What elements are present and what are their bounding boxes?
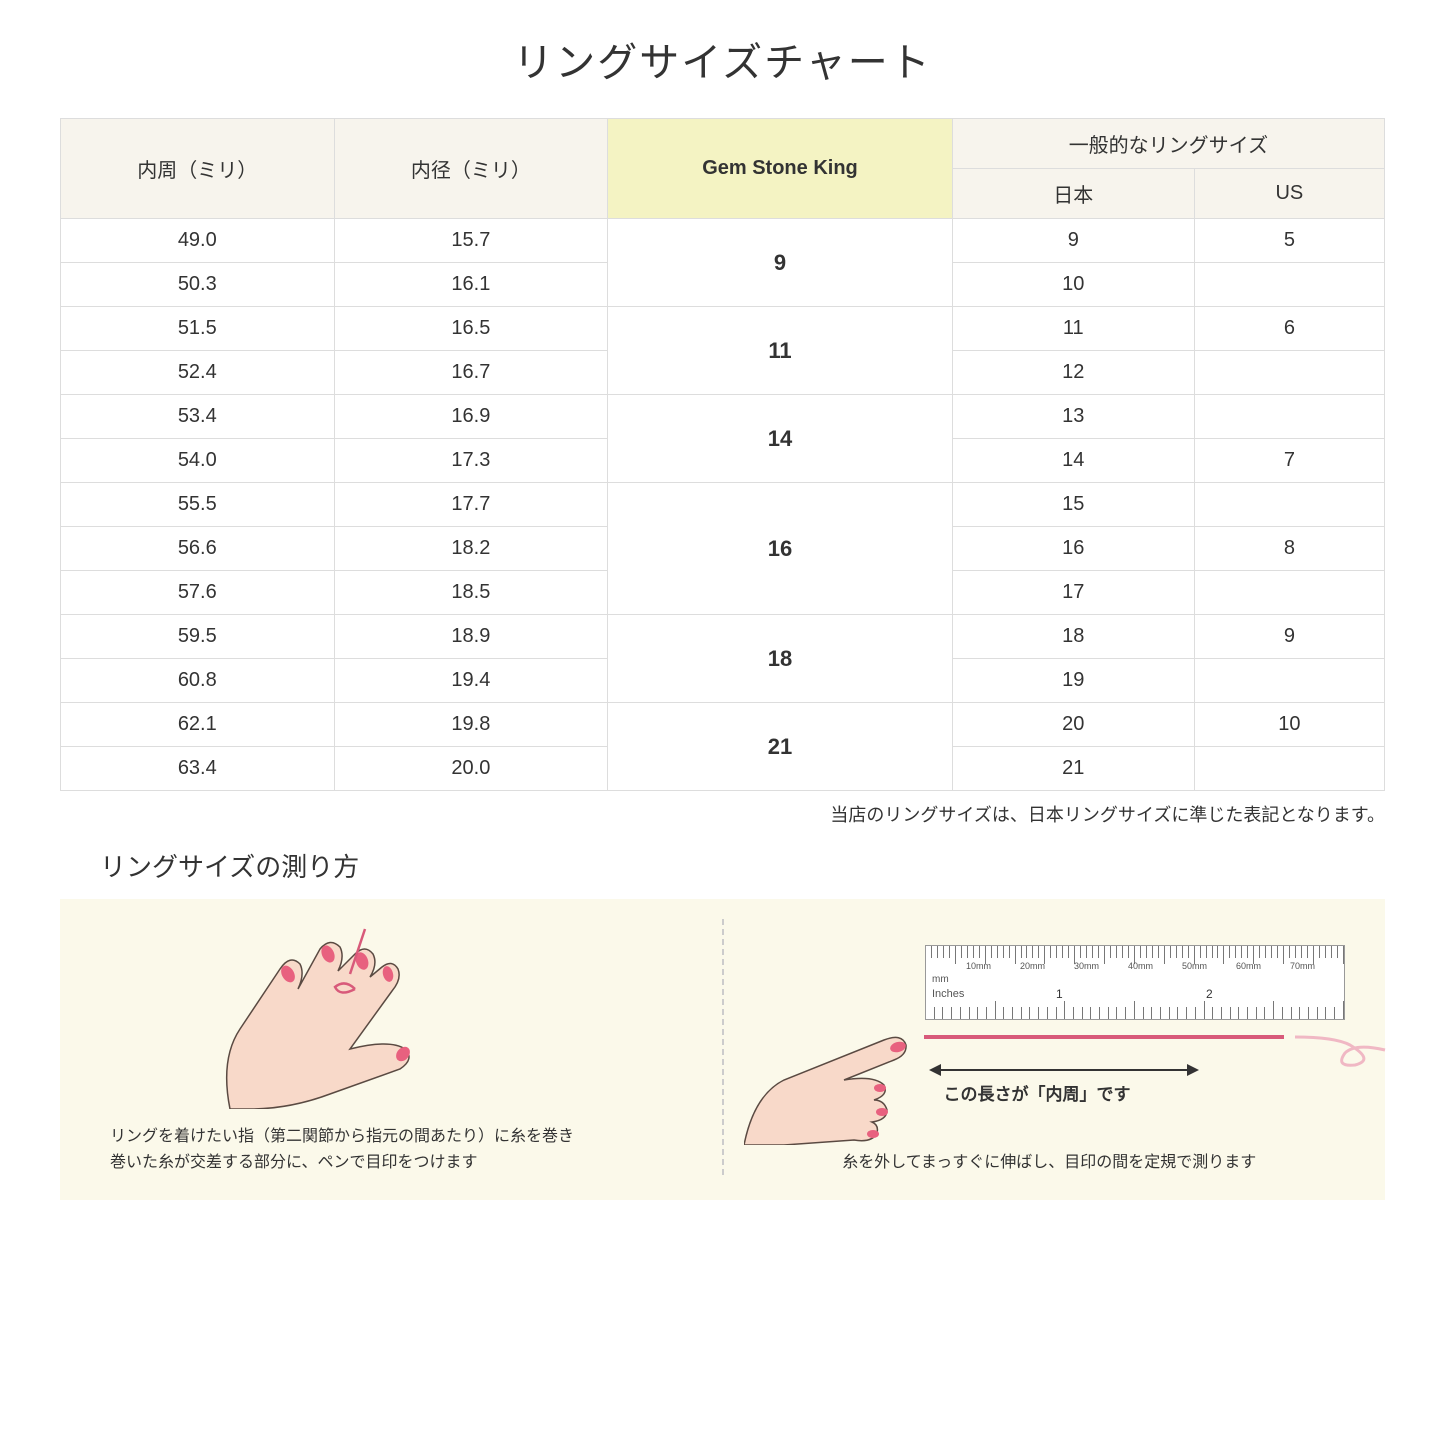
cell-diameter: 20.0 [334,747,608,791]
cell-circumference: 49.0 [61,219,335,263]
guide-divider [722,919,724,1175]
cell-circumference: 51.5 [61,307,335,351]
cell-us: 10 [1194,703,1384,747]
measurement-arrow [929,1060,1199,1080]
guide-step-1: リングを着けたい指（第二関節から指元の間あたり）に糸を巻き 巻いた糸が交差する部… [90,919,702,1175]
cell-us [1194,483,1384,527]
cell-circumference: 55.5 [61,483,335,527]
cell-diameter: 17.3 [334,439,608,483]
cell-diameter: 19.4 [334,659,608,703]
cell-diameter: 16.5 [334,307,608,351]
cell-japan: 19 [952,659,1194,703]
header-japan: 日本 [952,169,1194,219]
cell-gsk: 18 [608,615,953,703]
guide-step-2: 10mm20mm30mm40mm50mm60mm70mm mm Inches 1… [744,919,1356,1175]
cell-circumference: 62.1 [61,703,335,747]
measure-title: リングサイズの測り方 [60,847,1385,884]
cell-circumference: 53.4 [61,395,335,439]
cell-japan: 9 [952,219,1194,263]
ruler-mm-label: mm [932,974,949,985]
ruler-inch-2: 2 [1206,987,1213,1001]
cell-us: 9 [1194,615,1384,659]
cell-gsk: 14 [608,395,953,483]
cell-gsk: 21 [608,703,953,791]
cell-diameter: 18.9 [334,615,608,659]
size-chart-table: 内周（ミリ） 内径（ミリ） Gem Stone King 一般的なリングサイズ … [60,118,1385,791]
cell-us [1194,395,1384,439]
cell-japan: 16 [952,527,1194,571]
cell-circumference: 63.4 [61,747,335,791]
cell-diameter: 16.9 [334,395,608,439]
cell-us: 6 [1194,307,1384,351]
cell-us [1194,263,1384,307]
cell-gsk: 11 [608,307,953,395]
cell-diameter: 16.1 [334,263,608,307]
cell-us [1194,571,1384,615]
cell-diameter: 18.2 [334,527,608,571]
cell-us [1194,747,1384,791]
step1-caption: リングを着けたい指（第二関節から指元の間あたり）に糸を巻き 巻いた糸が交差する部… [90,1124,702,1175]
footnote: 当店のリングサイズは、日本リングサイズに準じた表記となります。 [60,801,1385,827]
arrow-label: この長さが「内周」です [944,1080,1131,1105]
cell-japan: 14 [952,439,1194,483]
cell-us: 8 [1194,527,1384,571]
cell-japan: 18 [952,615,1194,659]
step2-caption: 糸を外してまっすぐに伸ばし、目印の間を定規で測ります [744,1150,1356,1176]
table-row: 55.517.71615 [61,483,1385,527]
cell-circumference: 57.6 [61,571,335,615]
cell-circumference: 50.3 [61,263,335,307]
cell-japan: 20 [952,703,1194,747]
cell-circumference: 60.8 [61,659,335,703]
page-title: リングサイズチャート [60,30,1385,88]
cell-japan: 10 [952,263,1194,307]
cell-diameter: 16.7 [334,351,608,395]
cell-gsk: 9 [608,219,953,307]
table-row: 53.416.91413 [61,395,1385,439]
cell-japan: 13 [952,395,1194,439]
table-row: 49.015.7995 [61,219,1385,263]
cell-circumference: 59.5 [61,615,335,659]
header-circumference: 内周（ミリ） [61,119,335,219]
table-row: 62.119.8212010 [61,703,1385,747]
cell-japan: 12 [952,351,1194,395]
cell-us: 7 [1194,439,1384,483]
hand-wrap-illustration [190,919,470,1109]
cell-gsk: 16 [608,483,953,615]
cell-diameter: 18.5 [334,571,608,615]
table-row: 59.518.918189 [61,615,1385,659]
cell-diameter: 15.7 [334,219,608,263]
cell-circumference: 54.0 [61,439,335,483]
header-diameter: 内径（ミリ） [334,119,608,219]
cell-us [1194,659,1384,703]
cell-japan: 21 [952,747,1194,791]
cell-us: 5 [1194,219,1384,263]
cell-circumference: 56.6 [61,527,335,571]
cell-japan: 15 [952,483,1194,527]
table-row: 51.516.511116 [61,307,1385,351]
cell-us [1194,351,1384,395]
header-gsk: Gem Stone King [608,119,953,219]
cell-diameter: 19.8 [334,703,608,747]
thread-line [924,1035,1284,1039]
cell-japan: 17 [952,571,1194,615]
header-us: US [1194,169,1384,219]
ruler-inch-1: 1 [1056,987,1063,1001]
header-general: 一般的なリングサイズ [952,119,1384,169]
cell-circumference: 52.4 [61,351,335,395]
cell-diameter: 17.7 [334,483,608,527]
thread-curl [1295,1015,1395,1075]
cell-japan: 11 [952,307,1194,351]
measurement-guide: リングを着けたい指（第二関節から指元の間あたり）に糸を巻き 巻いた糸が交差する部… [60,899,1385,1200]
